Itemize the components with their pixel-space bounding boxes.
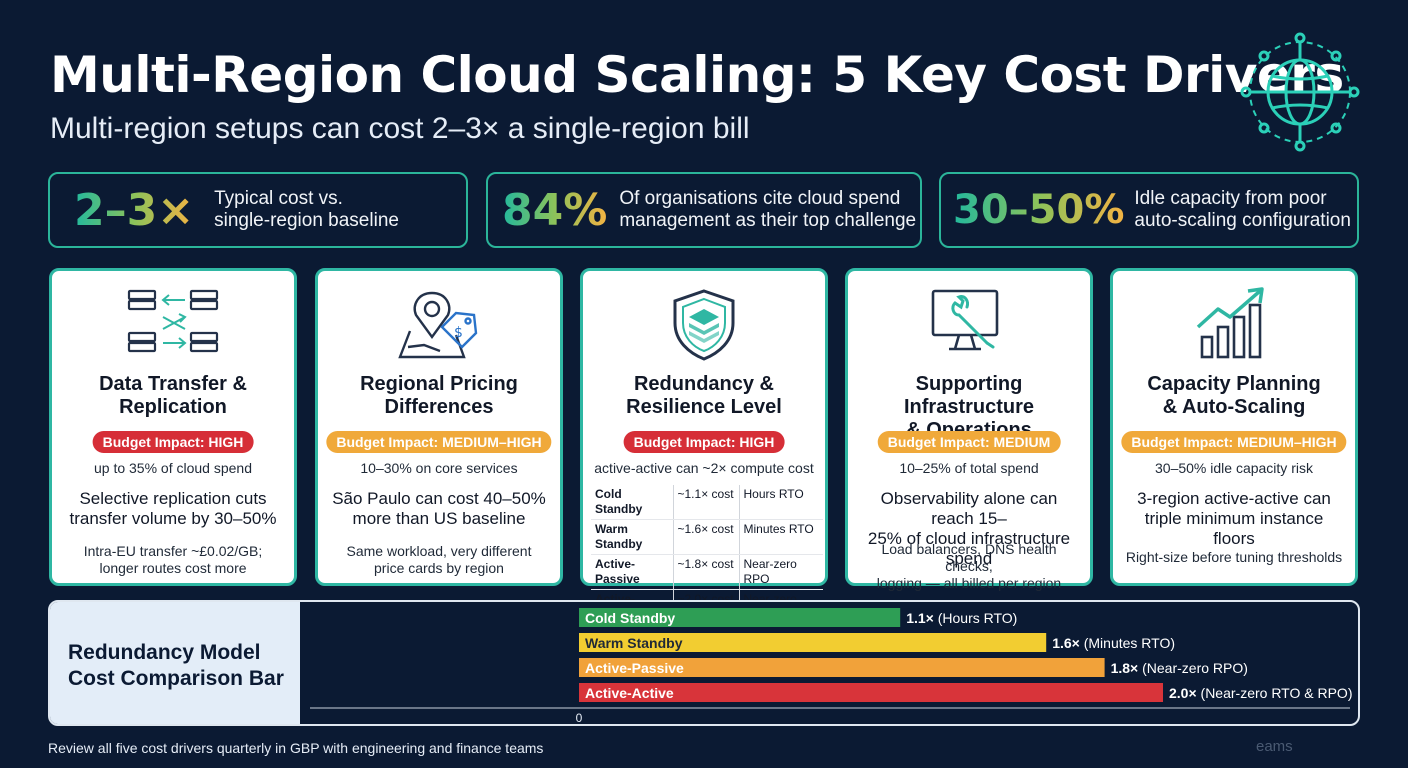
bar-category-label: Active-Passive bbox=[585, 660, 684, 676]
card-title: Data Transfer & bbox=[99, 373, 247, 395]
table-row: Cold Standby ~1.1× cost Hours RTO bbox=[591, 485, 823, 520]
card-title: & Auto-Scaling bbox=[1162, 396, 1306, 418]
card-title: Supporting Infrastructure bbox=[903, 373, 1035, 418]
main-text: 25% of cloud infrastructure spend bbox=[867, 529, 1071, 568]
rto-cell: Near-zero RPO bbox=[738, 554, 823, 590]
rto-cell: Minutes RTO bbox=[738, 519, 823, 555]
stat-desc-line: single-region baseline bbox=[214, 210, 399, 231]
bar-active-active bbox=[579, 683, 1163, 702]
growth-chart-icon bbox=[1196, 287, 1264, 359]
bar-category-label: Warm Standby bbox=[585, 635, 683, 651]
bar-value-label: 1.1× (Hours RTO) bbox=[906, 610, 1017, 626]
svg-text:$: $ bbox=[454, 325, 463, 341]
bar-value-label: 2.0× (Near-zero RTO & RPO) bbox=[1169, 685, 1353, 701]
note-text: longer routes cost more bbox=[99, 560, 247, 576]
bar-warm-standby bbox=[579, 633, 1047, 652]
bar-cold-standby bbox=[579, 608, 901, 627]
stat-box-cost-multiplier: 2–3× Typical cost vs. single-region base… bbox=[48, 172, 468, 248]
impact-text: 10–30% on core services bbox=[360, 460, 518, 476]
card-title: Replication bbox=[119, 396, 227, 418]
bar-value-label: 1.8× (Near-zero RPO) bbox=[1111, 660, 1248, 676]
main-text: São Paulo can cost 40–50% bbox=[332, 489, 546, 508]
page-title: Multi-Region Cloud Scaling: 5 Key Cost D… bbox=[50, 46, 1344, 104]
budget-impact-badge: Budget Impact: MEDIUM–HIGH bbox=[326, 431, 552, 453]
table-row: Warm Standby ~1.6× cost Minutes RTO bbox=[591, 519, 823, 555]
note-text: logging — all billed per region bbox=[876, 575, 1062, 591]
brand-logo: eams bbox=[1256, 738, 1293, 755]
main-text: Observability alone can reach 15– bbox=[880, 489, 1058, 528]
note-text: price cards by region bbox=[374, 560, 504, 576]
stat-desc-line: auto-scaling configuration bbox=[1134, 210, 1351, 231]
chart-title: Cost Comparison Bar bbox=[68, 667, 284, 690]
shield-layers-icon bbox=[673, 289, 735, 361]
card-title: Regional Pricing bbox=[360, 373, 518, 395]
stat-desc-line: management as their top challenge bbox=[619, 210, 917, 231]
bar-active-passive bbox=[579, 658, 1105, 677]
server-transfer-icon bbox=[127, 289, 219, 353]
note-text: Load balancers, DNS health checks, bbox=[881, 541, 1057, 574]
card-title: Resilience Level bbox=[626, 396, 782, 418]
stat-box-idle-capacity: 30–50% Idle capacity from poor auto-scal… bbox=[939, 172, 1359, 248]
bar-category-label: Cold Standby bbox=[585, 610, 675, 626]
budget-impact-badge: Budget Impact: HIGH bbox=[92, 431, 254, 453]
impact-text: 30–50% idle capacity risk bbox=[1155, 460, 1313, 476]
cost-cell: ~1.6× cost bbox=[672, 519, 739, 555]
note-text: Right-size before tuning thresholds bbox=[1125, 549, 1343, 565]
model-cell: Warm Standby bbox=[591, 519, 673, 555]
footer-note: Review all five cost drivers quarterly i… bbox=[48, 740, 544, 756]
card-regional-pricing: $ Regional Pricing Differences Budget Im… bbox=[315, 268, 563, 586]
main-text: Selective replication cuts bbox=[79, 489, 267, 508]
main-text: more than US baseline bbox=[352, 509, 526, 528]
card-title: Capacity Planning bbox=[1147, 373, 1321, 395]
model-cell: Active-Passive bbox=[591, 554, 673, 590]
main-text: transfer volume by 30–50% bbox=[69, 509, 277, 528]
rto-cell: Hours RTO bbox=[738, 485, 823, 520]
card-capacity-planning: Capacity Planning & Auto-Scaling Budget … bbox=[1110, 268, 1358, 586]
card-title: Redundancy & bbox=[633, 373, 775, 395]
stat-value: 84% bbox=[502, 184, 608, 236]
stat-desc-line: Of organisations cite cloud spend bbox=[619, 188, 901, 209]
redundancy-bar-chart: 0 Cold Standby 1.1× (Hours RTO) Warm Standb… bbox=[310, 608, 1353, 724]
budget-impact-badge: Budget Impact: MEDIUM bbox=[877, 431, 1061, 453]
bar-category-label: Active-Active bbox=[585, 685, 674, 701]
card-title: Differences bbox=[384, 396, 494, 418]
cost-cell: ~1.1× cost bbox=[672, 485, 739, 520]
page-subtitle: Multi-region setups can cost 2–3× a sing… bbox=[50, 112, 750, 145]
stat-box-spend-challenge: 84% Of organisations cite cloud spend ma… bbox=[486, 172, 922, 248]
main-text: triple minimum instance floors bbox=[1144, 509, 1324, 548]
budget-impact-badge: Budget Impact: HIGH bbox=[623, 431, 785, 453]
globe-network-icon bbox=[1240, 32, 1360, 152]
model-cell: Cold Standby bbox=[591, 485, 673, 520]
card-supporting-infrastructure: Supporting Infrastructure & Operations B… bbox=[845, 268, 1093, 591]
impact-text: up to 35% of cloud spend bbox=[93, 460, 252, 476]
note-text: Same workload, very different bbox=[346, 543, 532, 559]
impact-text: active-active can ~2× compute cost bbox=[594, 460, 814, 476]
cost-cell: ~1.8× cost bbox=[672, 554, 739, 590]
stat-value: 30–50% bbox=[953, 187, 1125, 233]
location-price-tag-icon: $ bbox=[398, 291, 478, 359]
table-row: Active-Passive ~1.8× cost Near-zero RPO bbox=[591, 554, 823, 590]
stat-value: 2–3× bbox=[74, 184, 195, 236]
card-data-transfer: Data Transfer & Replication Budget Impac… bbox=[49, 268, 297, 586]
redundancy-cost-chart-panel: Redundancy Model Cost Comparison Bar 0 Co… bbox=[48, 600, 1360, 726]
note-text: Intra-EU transfer ~£0.02/GB; bbox=[83, 543, 263, 559]
budget-impact-badge: Budget Impact: MEDIUM–HIGH bbox=[1121, 431, 1347, 453]
card-redundancy: Redundancy & Resilience Level Budget Imp… bbox=[580, 268, 828, 624]
stat-desc-line: Typical cost vs. bbox=[214, 188, 343, 209]
stat-desc-line: Idle capacity from poor bbox=[1134, 188, 1327, 209]
chart-title: Redundancy Model bbox=[68, 641, 261, 664]
main-text: 3-region active-active can bbox=[1137, 489, 1331, 508]
impact-text: 10–25% of total spend bbox=[899, 460, 1039, 476]
monitor-wrench-icon bbox=[931, 289, 999, 351]
bar-value-label: 1.6× (Minutes RTO) bbox=[1052, 635, 1175, 651]
x-tick-label: 0 bbox=[576, 711, 583, 724]
